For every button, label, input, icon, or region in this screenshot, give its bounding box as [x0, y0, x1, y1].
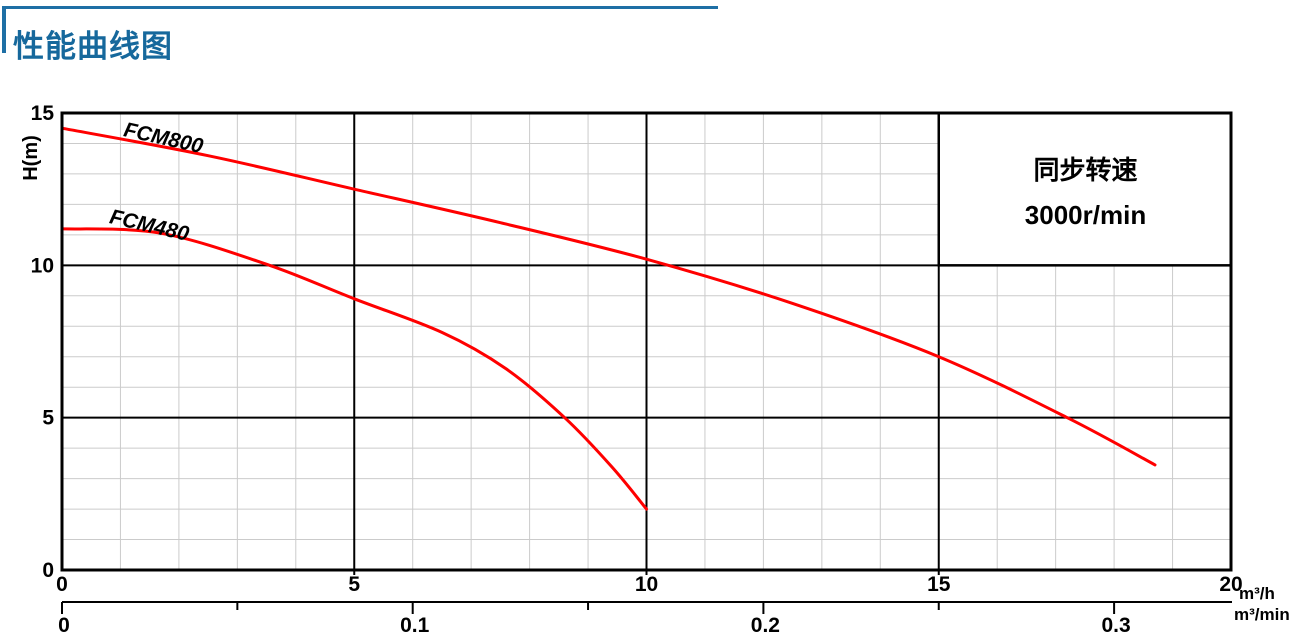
x-tick-label-secondary: 0.3: [1101, 614, 1130, 637]
header-rule-left: [2, 6, 6, 53]
speed-annotation-box: [937, 111, 1233, 267]
x-tick-label-secondary: 0: [58, 614, 70, 637]
curve-fcm800: [60, 126, 1157, 467]
x-tick-label-primary: 0: [56, 573, 68, 596]
x-axis-unit-secondary: m³/min: [1234, 605, 1290, 624]
speed-annotation-line2: 3000r/min: [1024, 199, 1147, 230]
speed-annotation-text: 同步转速 3000r/min: [941, 115, 1230, 265]
speed-annotation-line1: 同步转速: [1033, 154, 1138, 185]
page-title: 性能曲线图: [13, 29, 173, 64]
y-axis-label: H(m): [20, 135, 42, 181]
x-axis-unit-primary: m³/h: [1239, 584, 1275, 603]
x-tick-label-primary: 20: [1219, 573, 1242, 596]
x-tick-label-primary: 5: [348, 573, 360, 596]
curve-fcm480: [60, 227, 648, 511]
y-tick-label: 0: [42, 559, 54, 582]
y-tick-label: 5: [42, 407, 54, 430]
y-tick-label: 10: [31, 254, 54, 277]
y-tick-label: 15: [31, 102, 55, 125]
plot-border: [60, 111, 1233, 572]
x-tick-label-secondary: 0.1: [400, 614, 430, 637]
x-tick-label-secondary: 0.2: [751, 614, 780, 637]
x-tick-label-primary: 15: [927, 573, 951, 596]
x-tick-label-primary: 10: [635, 573, 658, 596]
header-rule-top: [2, 6, 718, 9]
